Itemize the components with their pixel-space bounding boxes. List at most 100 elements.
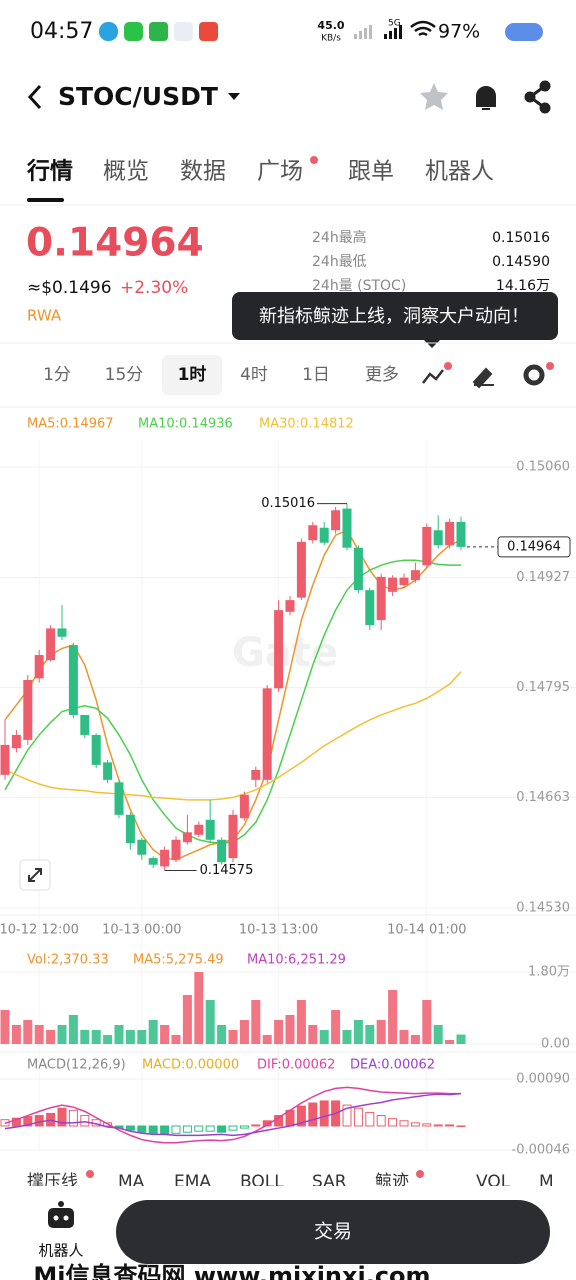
interval[interactable]: 15分 (105, 365, 144, 385)
y-tick-label: 0.14530 (516, 901, 570, 916)
interval[interactable]: 1时 (178, 365, 207, 385)
price-change: +2.30% (120, 278, 188, 298)
tab[interactable]: 行情 (26, 158, 73, 185)
ma-label: MA30:0.14812 (259, 417, 354, 432)
macd-bar (433, 1124, 443, 1127)
indicator-tab[interactable]: BOLL (240, 1172, 284, 1192)
tab[interactable]: 机器人 (425, 159, 494, 185)
trade-button[interactable] (116, 1200, 550, 1264)
last-price-label: 0.14964 (507, 539, 561, 554)
candle-body (399, 577, 409, 586)
candle-body (365, 590, 375, 626)
candle-body (125, 814, 135, 844)
macd-bar (445, 1124, 455, 1127)
candle-body (103, 762, 113, 780)
tab[interactable]: 跟单 (348, 159, 394, 185)
interval[interactable]: 更多 (365, 365, 399, 385)
indicator-tab[interactable]: M (539, 1172, 554, 1192)
macd-bar (23, 1116, 33, 1127)
tooltip-box (232, 292, 558, 348)
last-price-box (497, 536, 571, 558)
trade-label[interactable]: 交易 (314, 1221, 352, 1243)
candle-body (80, 714, 90, 735)
candle-body (274, 610, 284, 689)
tab[interactable]: 广场 (257, 159, 303, 185)
interval[interactable]: 1分 (43, 365, 71, 385)
volume-label: MA5:5,275.49 (133, 953, 224, 968)
macd-bar (171, 1125, 181, 1134)
tab[interactable]: 数据 (180, 159, 226, 185)
volume-bar (57, 1025, 67, 1044)
robot-icon[interactable] (48, 1201, 74, 1228)
tab[interactable]: 概览 (103, 159, 149, 185)
candle-body (57, 628, 67, 637)
candle-body (68, 645, 78, 715)
high-label: 0.15016 (261, 496, 315, 511)
candle-body (353, 547, 363, 591)
pair-title[interactable]: STOC/USDT (58, 82, 218, 111)
pair-dropdown[interactable] (228, 93, 240, 100)
y-tick-label: 1.80万 (528, 965, 570, 980)
tool-badge (546, 362, 554, 370)
robot-label[interactable]: 机器人 (38, 1242, 83, 1260)
candle-body (171, 839, 181, 860)
volume-bar (103, 1035, 113, 1044)
indicator-tab[interactable]: SAR (312, 1172, 347, 1192)
macd-bar (296, 1105, 306, 1127)
volume-bar (0, 1010, 10, 1044)
network-type: 5G (388, 19, 401, 29)
volume-label: MA10:6,251.29 (247, 953, 346, 968)
volume-bar (365, 1025, 375, 1044)
indicator-tab[interactable]: MA (118, 1172, 145, 1192)
candle-body (456, 521, 466, 547)
dea-line (4, 1092, 462, 1137)
interval[interactable]: 1日 (302, 365, 330, 385)
volume-bar (331, 1010, 341, 1044)
candle-body (228, 814, 238, 859)
macd-bar (251, 1124, 261, 1127)
indicator-tab[interactable]: VOL (476, 1172, 511, 1192)
volume-label: Vol:2,370.33 (27, 953, 109, 968)
favorite-icon[interactable] (420, 83, 448, 110)
tab-bar: 行情 概览 数据 广场 跟单 机器人 (26, 158, 494, 185)
volume-bar (274, 1020, 284, 1044)
macd-bar (376, 1115, 386, 1127)
y-tick-label: 0.00 (541, 1037, 570, 1052)
interval[interactable]: 4时 (240, 365, 268, 385)
candle-body (114, 782, 124, 815)
alert-icon[interactable] (476, 86, 496, 110)
macd-bar (353, 1107, 363, 1127)
macd-bar (342, 1104, 352, 1127)
draw-tool[interactable] (472, 367, 494, 389)
candle-body (262, 688, 272, 780)
stat-label: 24h最低 (312, 254, 367, 270)
share-icon[interactable] (524, 80, 551, 114)
indicator-badge (86, 1170, 94, 1178)
indicator-tool[interactable] (422, 369, 444, 384)
indicator-tab[interactable]: 鲸迹 (375, 1172, 409, 1192)
stat-value: 0.14590 (492, 254, 550, 270)
candle-body (160, 849, 170, 867)
candle-body (34, 655, 44, 679)
settings-tool[interactable] (523, 364, 545, 386)
volume-bar (262, 1035, 272, 1044)
battery-icon (505, 23, 543, 41)
tool-badge (444, 362, 452, 370)
candle-body (205, 819, 215, 840)
back-button[interactable] (27, 84, 42, 110)
volume-bar (353, 1020, 363, 1044)
y-tick-label: 0.14795 (516, 680, 570, 695)
candle-body (331, 510, 341, 531)
indicator-tab[interactable]: 撑压线 (27, 1172, 78, 1192)
volume-bar (285, 1015, 295, 1044)
macd-bar (399, 1120, 409, 1127)
volume-bar (251, 1000, 261, 1044)
macd-label: DIF:0.00062 (257, 1058, 335, 1073)
macd-bar (262, 1120, 272, 1127)
candle-body (0, 744, 10, 775)
y-tick-label: -0.00046 (512, 1143, 570, 1158)
dif-line (4, 1086, 461, 1144)
indicator-tab[interactable]: EMA (174, 1172, 211, 1192)
expand-button[interactable] (19, 859, 51, 891)
macd-bar (160, 1125, 170, 1135)
